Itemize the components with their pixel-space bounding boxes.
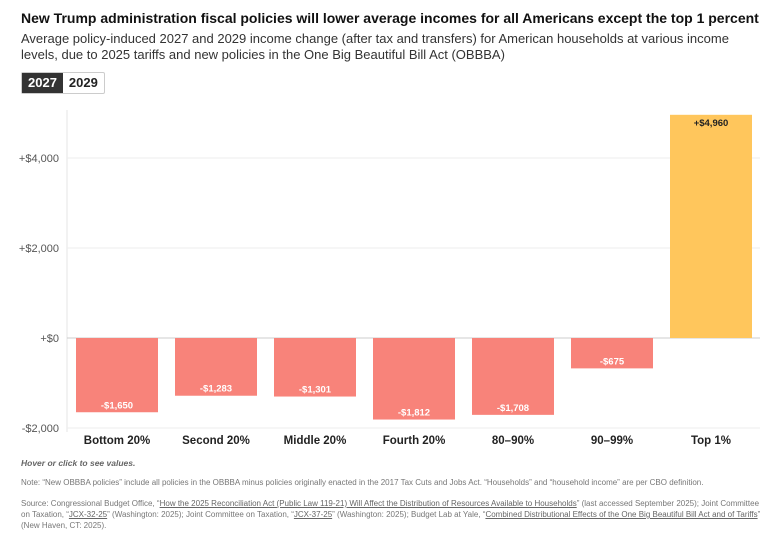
toggle-2027[interactable]: 2027 (22, 73, 63, 93)
bar-data-label: -$1,650 (101, 400, 133, 411)
bar (670, 114, 752, 338)
source-link-cbo[interactable]: How the 2025 Reconciliation Act (Public … (159, 499, 577, 508)
bar-data-label: +$4,960 (694, 118, 729, 129)
year-toggle[interactable]: 2027 2029 (21, 72, 105, 94)
bar-data-label: -$1,283 (200, 384, 232, 395)
bar-data-label: -$1,301 (299, 385, 332, 396)
bar (571, 338, 653, 369)
source-link-yale[interactable]: Combined Distributional Effects of the O… (485, 510, 758, 519)
source-mid3: ” (Washington: 2025); Budget Lab at Yale… (332, 510, 486, 519)
x-tick-label: Bottom 20% (84, 435, 150, 447)
x-tick-label: Middle 20% (284, 435, 347, 447)
bar-data-label: -$675 (600, 356, 625, 367)
source-text: Source: Congressional Budget Office, “Ho… (21, 498, 761, 531)
y-tick-label: +$2,000 (19, 243, 59, 255)
bar (274, 338, 356, 397)
note-text: Note: “New OBBBA policies” include all p… (21, 478, 704, 487)
y-tick-label: +$4,000 (19, 153, 59, 165)
source-prefix: Source: Congressional Budget Office, “ (21, 499, 160, 508)
chart-subtitle: Average policy-induced 2027 and 2029 inc… (21, 31, 729, 62)
chart-title: New Trump administration fiscal policies… (21, 10, 759, 26)
bar (373, 338, 455, 420)
source-mid1: ” (last accessed September 2025); Joint … (21, 499, 760, 519)
y-tick-label: +$0 (40, 333, 59, 345)
bar (76, 338, 158, 413)
y-tick-label: -$2,000 (22, 423, 59, 435)
bar-data-label: -$1,812 (398, 408, 430, 419)
x-tick-label: Second 20% (182, 435, 250, 447)
source-link-jcx37[interactable]: JCX-37-25 (293, 510, 333, 519)
source-link-jcx32[interactable]: JCX-32-25 (68, 510, 108, 519)
toggle-2029[interactable]: 2029 (68, 75, 98, 90)
x-tick-label: 90–99% (591, 435, 633, 447)
source-mid2: ” (Washington: 2025); Joint Committee on… (107, 510, 294, 519)
bar-chart: -$2,000 +$0 +$2,000 +$4,000 -$1,650 Bottom 20… (19, 110, 760, 447)
hint-text: Hover or click to see values. (21, 458, 136, 468)
source-suffix: ” (New Haven, CT: 2025). (21, 510, 761, 530)
bar-data-label: -$1,708 (497, 403, 529, 414)
x-tick-label: Fourth 20% (383, 435, 446, 447)
x-tick-label: 80–90% (492, 435, 534, 447)
bar (472, 338, 554, 415)
bar (175, 338, 257, 396)
x-tick-label: Top 1% (691, 435, 731, 447)
